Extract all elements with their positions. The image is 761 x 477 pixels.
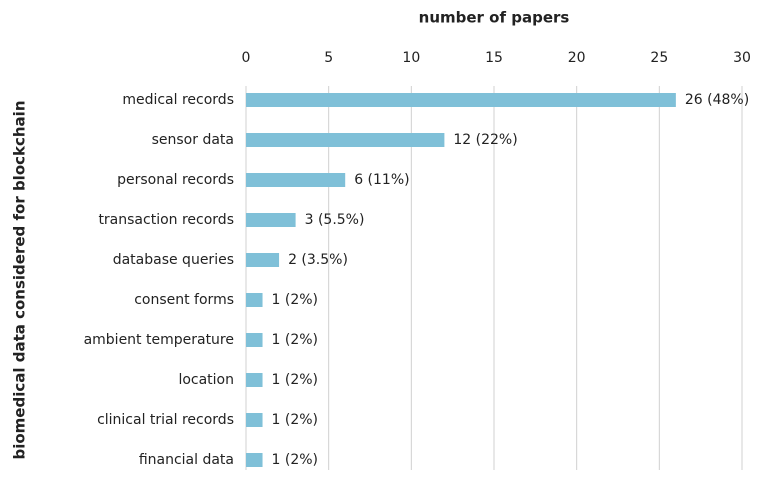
value-label: 6 (11%)	[354, 172, 409, 188]
y-tick-label: transaction records	[98, 212, 234, 228]
y-tick-label: medical records	[122, 92, 234, 108]
value-label: 3 (5.5%)	[305, 212, 365, 228]
x-tick-label: 15	[485, 50, 503, 66]
x-tick-label: 30	[733, 50, 751, 66]
y-tick-label: location	[178, 372, 234, 388]
y-tick-label: personal records	[117, 172, 234, 188]
value-label: 1 (2%)	[272, 412, 319, 428]
value-label: 26 (48%)	[685, 92, 749, 108]
value-label: 12 (22%)	[453, 132, 517, 148]
chart-title: number of papers	[419, 9, 570, 27]
x-tick-label: 10	[402, 50, 420, 66]
x-tick-label: 5	[324, 50, 333, 66]
y-tick-label: ambient temperature	[84, 332, 234, 348]
bar	[246, 453, 263, 467]
bar	[246, 293, 263, 307]
x-tick-label: 20	[568, 50, 586, 66]
value-label: 2 (3.5%)	[288, 252, 348, 268]
bar	[246, 413, 263, 427]
value-label: 1 (2%)	[272, 332, 319, 348]
bar	[246, 133, 445, 147]
bar	[246, 93, 676, 107]
y-tick-label: sensor data	[152, 132, 234, 148]
bar	[246, 253, 280, 267]
y-tick-label: financial data	[139, 452, 234, 468]
bar	[246, 373, 263, 387]
y-axis-label: biomedical data considered for blockchai…	[11, 100, 29, 459]
value-label: 1 (2%)	[272, 372, 319, 388]
x-tick-label: 0	[242, 50, 251, 66]
bar	[246, 173, 346, 187]
value-label: 1 (2%)	[272, 292, 319, 308]
y-tick-label: consent forms	[134, 292, 234, 308]
x-tick-label: 25	[650, 50, 668, 66]
y-tick-label: database queries	[113, 252, 234, 268]
y-tick-label: clinical trial records	[97, 412, 234, 428]
value-label: 1 (2%)	[272, 452, 319, 468]
bar	[246, 213, 296, 227]
bar	[246, 333, 263, 347]
